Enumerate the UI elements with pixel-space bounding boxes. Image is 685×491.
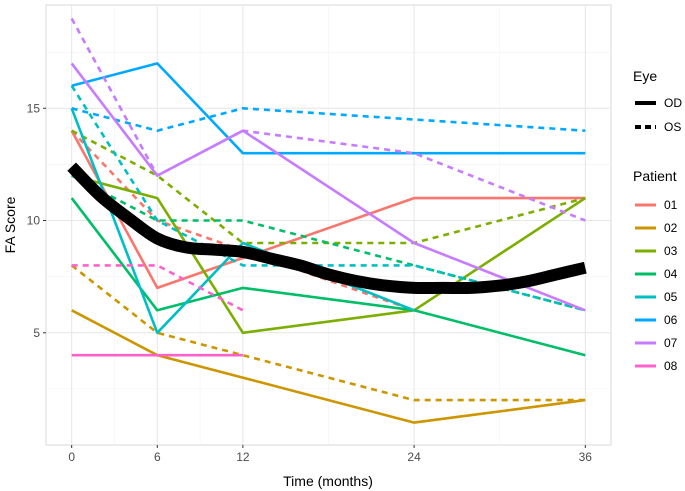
y-axis: 5 10 15 (27, 101, 46, 340)
patient-legend-label-02: 02 (664, 221, 678, 235)
series-line-patient-02-od (71, 309, 586, 424)
series-line-patient-04-od (70, 197, 586, 357)
patient-legend-label-07: 07 (664, 336, 678, 350)
x-tick-label: 6 (154, 450, 161, 464)
x-tick-label: 36 (579, 450, 593, 464)
eye-legend: Eye OD OS (633, 68, 682, 134)
patient-legend: Patient 01 02 03 04 05 06 07 08 (633, 168, 678, 373)
series-line-patient-02-os (70, 264, 586, 402)
y-axis-title: FA Score (2, 196, 18, 253)
patient-legend-label-08: 08 (664, 359, 678, 373)
patient-legend-label-04: 04 (664, 267, 678, 281)
x-tick-label: 0 (68, 450, 75, 464)
series-line-patient-05-os (70, 85, 586, 312)
eye-legend-title: Eye (633, 68, 657, 84)
series-line-patient-06-os (71, 107, 586, 132)
x-axis: 0 6 12 24 36 (68, 445, 592, 464)
patient-legend-label-03: 03 (664, 244, 678, 258)
patient-legend-label-05: 05 (664, 290, 678, 304)
patient-legend-title: Patient (633, 168, 677, 184)
eye-legend-label-os: OS (664, 120, 681, 134)
series-line-patient-07-os (70, 17, 586, 222)
x-tick-label: 24 (407, 450, 421, 464)
patient-legend-label-01: 01 (664, 198, 678, 212)
y-tick-label: 10 (27, 214, 41, 228)
series-line-patient-06-od (71, 62, 586, 155)
y-tick-label: 15 (27, 101, 41, 115)
series-line-patient-03-od (71, 174, 587, 335)
x-axis-title: Time (months) (283, 473, 373, 489)
patient-legend-label-06: 06 (664, 313, 678, 327)
eye-legend-label-od: OD (664, 96, 682, 110)
y-tick-label: 5 (33, 326, 40, 340)
grid-major (46, 5, 611, 445)
trend-layer (67, 162, 587, 295)
x-tick-label: 12 (236, 450, 250, 464)
trend-curve (67, 162, 587, 295)
